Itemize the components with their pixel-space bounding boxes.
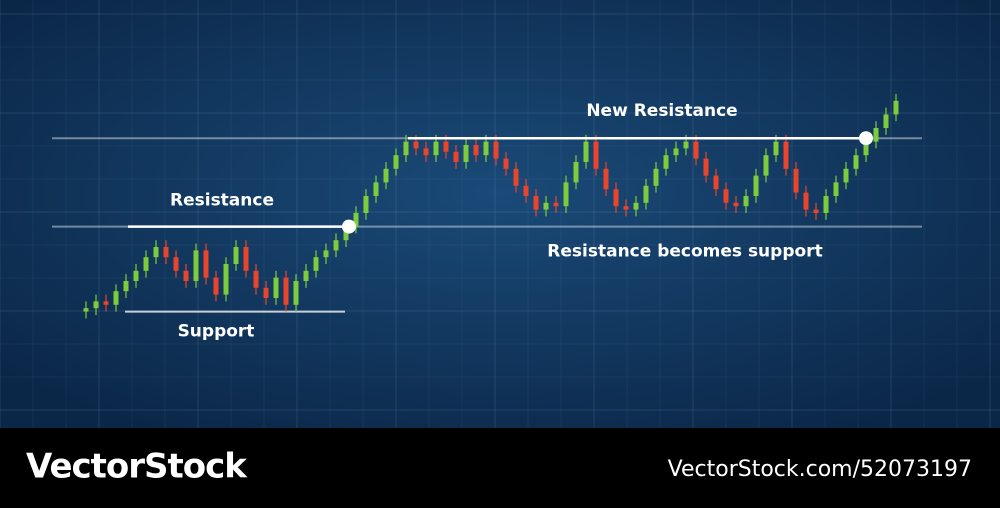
- candle-body: [163, 247, 169, 258]
- footer: [0, 428, 1000, 508]
- candle-body: [383, 168, 389, 183]
- candle-body: [753, 175, 759, 196]
- candle-body: [473, 145, 479, 156]
- candle-body: [723, 189, 729, 203]
- candle-body: [413, 141, 419, 149]
- candle-body: [553, 202, 559, 207]
- candle-body: [113, 291, 119, 305]
- annotation-label: Resistance: [170, 191, 274, 211]
- candle-body: [863, 141, 869, 156]
- candle-body: [373, 182, 379, 196]
- candle-body: [663, 155, 669, 169]
- candle-body: [283, 277, 289, 305]
- candle-body: [763, 155, 769, 176]
- annotation-label: Resistance becomes support: [547, 242, 822, 262]
- breakout-marker: [859, 131, 873, 146]
- candle-body: [403, 141, 409, 156]
- candle-body: [593, 141, 599, 169]
- candle-body: [613, 189, 619, 207]
- candle-body: [893, 100, 899, 115]
- candle-body: [153, 247, 159, 258]
- candle-body: [453, 151, 459, 162]
- candle-body: [603, 168, 609, 190]
- candle-body: [833, 182, 839, 196]
- candle-body: [143, 257, 149, 271]
- candle-body: [293, 281, 299, 305]
- candle-body: [673, 148, 679, 156]
- candle-body: [683, 141, 689, 149]
- candle-body: [623, 206, 629, 210]
- candle-body: [243, 247, 249, 271]
- candle-body: [533, 196, 539, 210]
- candle-body: [423, 148, 429, 156]
- candle-body: [433, 141, 439, 156]
- candle-body: [443, 141, 449, 152]
- candle-body: [193, 250, 199, 281]
- candle-body: [233, 247, 239, 264]
- candle-body: [203, 250, 209, 278]
- candle-body: [743, 196, 749, 207]
- annotation-label: Support: [178, 322, 255, 342]
- candle-body: [273, 277, 279, 298]
- candle-body: [813, 209, 819, 213]
- candle-body: [643, 185, 649, 203]
- brand: VectorStock: [26, 447, 248, 487]
- candle-body: [843, 168, 849, 183]
- candle-body: [543, 202, 549, 210]
- candle-body: [583, 141, 589, 162]
- candle-body: [523, 185, 529, 196]
- candle-body: [793, 168, 799, 193]
- candle-body: [653, 168, 659, 186]
- chart-background: [0, 0, 1000, 428]
- candle-body: [703, 158, 709, 176]
- candle-body: [333, 240, 339, 251]
- candle-body: [573, 162, 579, 183]
- candle-body: [313, 257, 319, 271]
- candle-body: [363, 196, 369, 213]
- candle-body: [223, 264, 229, 295]
- candle-body: [733, 202, 739, 207]
- candle-body: [93, 301, 99, 309]
- candle-body: [853, 155, 859, 169]
- candle-body: [183, 270, 189, 281]
- candle-body: [323, 250, 329, 258]
- candle-body: [213, 277, 219, 295]
- background-grid: [0, 0, 1000, 428]
- candle-body: [823, 196, 829, 213]
- candle-body: [633, 202, 639, 210]
- candle-body: [263, 287, 269, 298]
- candle-body: [253, 270, 259, 288]
- candle-body: [563, 182, 569, 207]
- breakout-marker: [342, 219, 356, 234]
- candle-body: [873, 128, 879, 142]
- candle-body: [173, 257, 179, 271]
- candle-body: [713, 175, 719, 190]
- candle-body: [493, 141, 499, 159]
- candle-body: [773, 141, 779, 156]
- candle-body: [393, 155, 399, 169]
- candle-body: [783, 141, 789, 169]
- candle-body: [133, 270, 139, 281]
- image-id: VectorStock.com/52073197: [668, 457, 972, 482]
- candle-body: [123, 281, 129, 292]
- candle-body: [883, 114, 889, 128]
- annotation-label: New Resistance: [586, 101, 737, 121]
- candle-body: [343, 226, 349, 241]
- candle-body: [83, 308, 89, 312]
- candle-body: [103, 301, 109, 305]
- candle-body: [303, 270, 309, 281]
- candle-body: [353, 213, 359, 227]
- candle-body: [693, 141, 699, 159]
- candle-body: [513, 168, 519, 186]
- candle-body: [483, 141, 489, 156]
- candle-body: [463, 145, 469, 162]
- candle-body: [503, 158, 509, 169]
- candle-body: [803, 192, 809, 210]
